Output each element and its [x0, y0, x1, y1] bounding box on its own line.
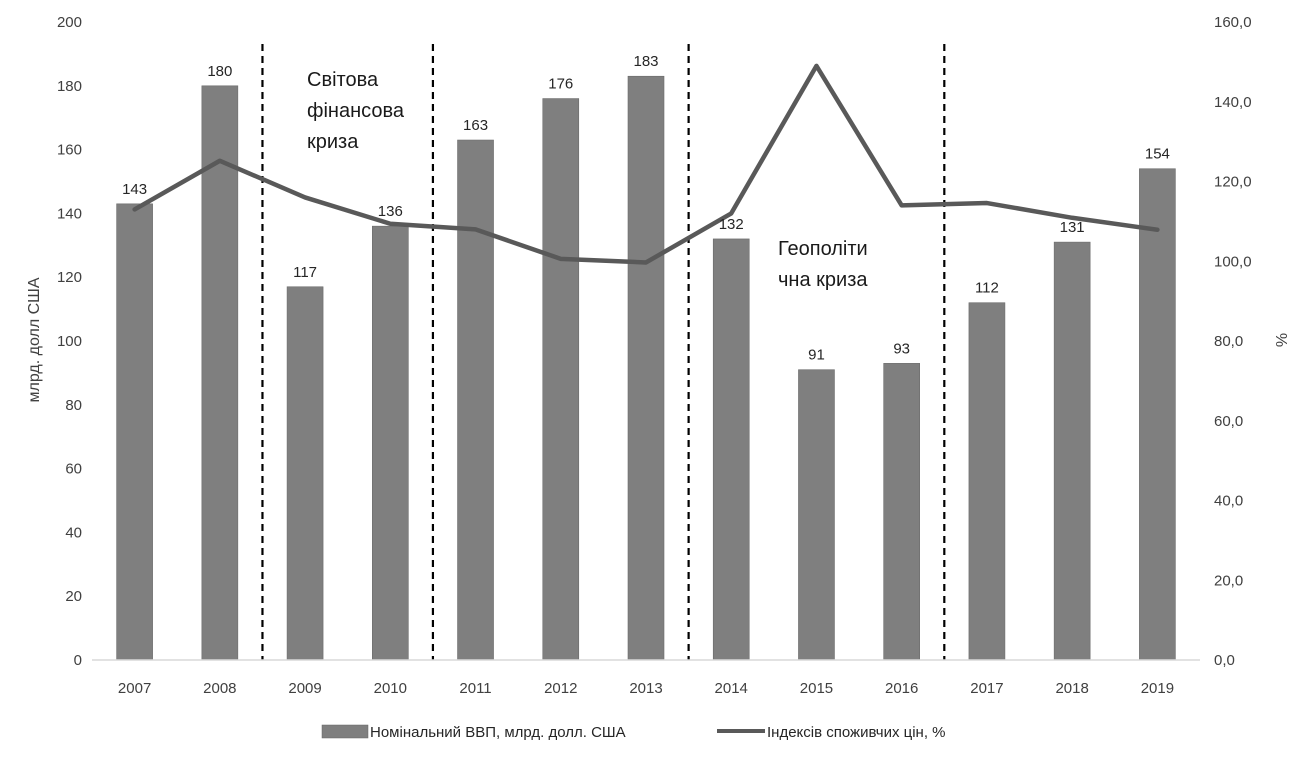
bar-2017 — [968, 302, 1006, 661]
x-tick-2015: 2015 — [800, 680, 833, 697]
legend-swatch-bar — [321, 724, 369, 739]
x-tick-2018: 2018 — [1055, 680, 1088, 697]
y-right-tick-140,0: 140,0 — [1214, 94, 1252, 111]
bar-2019 — [1139, 168, 1176, 661]
y-left-tick-20: 20 — [65, 588, 82, 605]
annotation-1-line-2: фінансова — [307, 100, 405, 122]
y-left-tick-60: 60 — [65, 461, 82, 478]
annotation-2-line-1: Геополіти — [778, 238, 868, 260]
data-label-2012: 176 — [548, 76, 573, 93]
y-right-tick-40,0: 40,0 — [1214, 493, 1243, 510]
y-right-tick-80,0: 80,0 — [1214, 333, 1243, 350]
line-series — [132, 63, 1160, 265]
cpi-line — [132, 63, 1160, 265]
x-tick-2009: 2009 — [288, 680, 321, 697]
data-label-2009: 117 — [293, 264, 317, 281]
bar-2014 — [712, 238, 750, 661]
data-label-2016: 93 — [893, 340, 910, 357]
y-left-tick-120: 120 — [57, 269, 82, 286]
x-tick-2011: 2011 — [459, 680, 491, 697]
bar-2015 — [798, 369, 835, 661]
y-right-tick-60,0: 60,0 — [1214, 413, 1243, 430]
legend: Номінальний ВВП, млрд. долл. США Індексі… — [321, 724, 946, 741]
x-axis: 2007 2008 2009 2010 2011 2012 2013 2014 2015 2016… — [118, 680, 1174, 697]
annotation-2-line-2: чна криза — [778, 269, 868, 291]
x-tick-2016: 2016 — [885, 680, 918, 697]
data-label-2019: 154 — [1145, 146, 1170, 163]
y-left-tick-200: 200 — [57, 14, 82, 31]
data-label-2015: 91 — [808, 347, 825, 364]
bar-2012 — [542, 98, 580, 661]
data-label-2010: 136 — [378, 203, 403, 220]
x-tick-2010: 2010 — [374, 680, 407, 697]
y-right-tick-120,0: 120,0 — [1214, 174, 1252, 191]
y-right-tick-100,0: 100,0 — [1214, 253, 1252, 270]
y-left-tick-100: 100 — [57, 333, 82, 350]
crisis-lines — [261, 44, 946, 660]
y-left-tick-140: 140 — [57, 205, 82, 222]
x-tick-2017: 2017 — [970, 680, 1003, 697]
x-tick-2019: 2019 — [1141, 680, 1174, 697]
y-right-tick-160,0: 160,0 — [1214, 14, 1252, 31]
y-right-tick-20,0: 20,0 — [1214, 572, 1243, 589]
y-left-tick-180: 180 — [57, 78, 82, 95]
bar-2018 — [1053, 241, 1091, 661]
annotation-1-line-1: Світова — [307, 69, 379, 91]
legend-label-line: Індексів споживчих цін, % — [767, 724, 946, 741]
data-label-2018: 131 — [1060, 219, 1085, 236]
bar-2010 — [372, 225, 409, 661]
data-label-2013: 183 — [633, 53, 658, 70]
y-left-tick-160: 160 — [57, 142, 82, 159]
legend-label-bar: Номінальний ВВП, млрд. долл. США — [370, 724, 626, 741]
bar-2007 — [116, 203, 153, 661]
annotation-1-line-3: криза — [307, 131, 359, 153]
y-axis-right-title: % — [1274, 333, 1291, 347]
y-axis-left-title: млрд. долл США — [26, 277, 43, 402]
bar-series — [116, 75, 1176, 661]
bar-2013 — [627, 75, 665, 661]
data-label-2017: 112 — [975, 280, 999, 297]
y-left-tick-40: 40 — [65, 524, 82, 541]
bar-2016 — [883, 363, 920, 661]
data-label-2008: 180 — [207, 63, 232, 80]
data-label-2014: 132 — [719, 216, 744, 233]
x-tick-2012: 2012 — [544, 680, 577, 697]
y-left-tick-80: 80 — [65, 397, 82, 414]
x-tick-2008: 2008 — [203, 680, 236, 697]
data-label-2007: 143 — [122, 181, 147, 198]
bar-2008 — [201, 85, 239, 661]
data-label-2011: 163 — [463, 117, 488, 134]
data-labels: 143 180 117 136 163 176 183 132 91 93 112 131 154 — [122, 53, 1170, 363]
bar-2009 — [286, 286, 324, 661]
y-left-tick-0: 0 — [74, 652, 82, 669]
y-right-tick-0,0: 0,0 — [1214, 652, 1235, 669]
x-tick-2013: 2013 — [629, 680, 662, 697]
x-tick-2007: 2007 — [118, 680, 151, 697]
x-tick-2014: 2014 — [715, 680, 748, 697]
bar-2011 — [457, 139, 494, 661]
annotations: Світова фінансова криза Геополіти чна криза — [307, 69, 868, 291]
y-axis-right: 0,0 20,0 40,0 60,0 80,0 100,0 120,0 140,0 160,0 — [1214, 14, 1252, 669]
y-axis-left: 0 20 40 60 80 100 120 140 160 180 200 — [57, 14, 82, 669]
